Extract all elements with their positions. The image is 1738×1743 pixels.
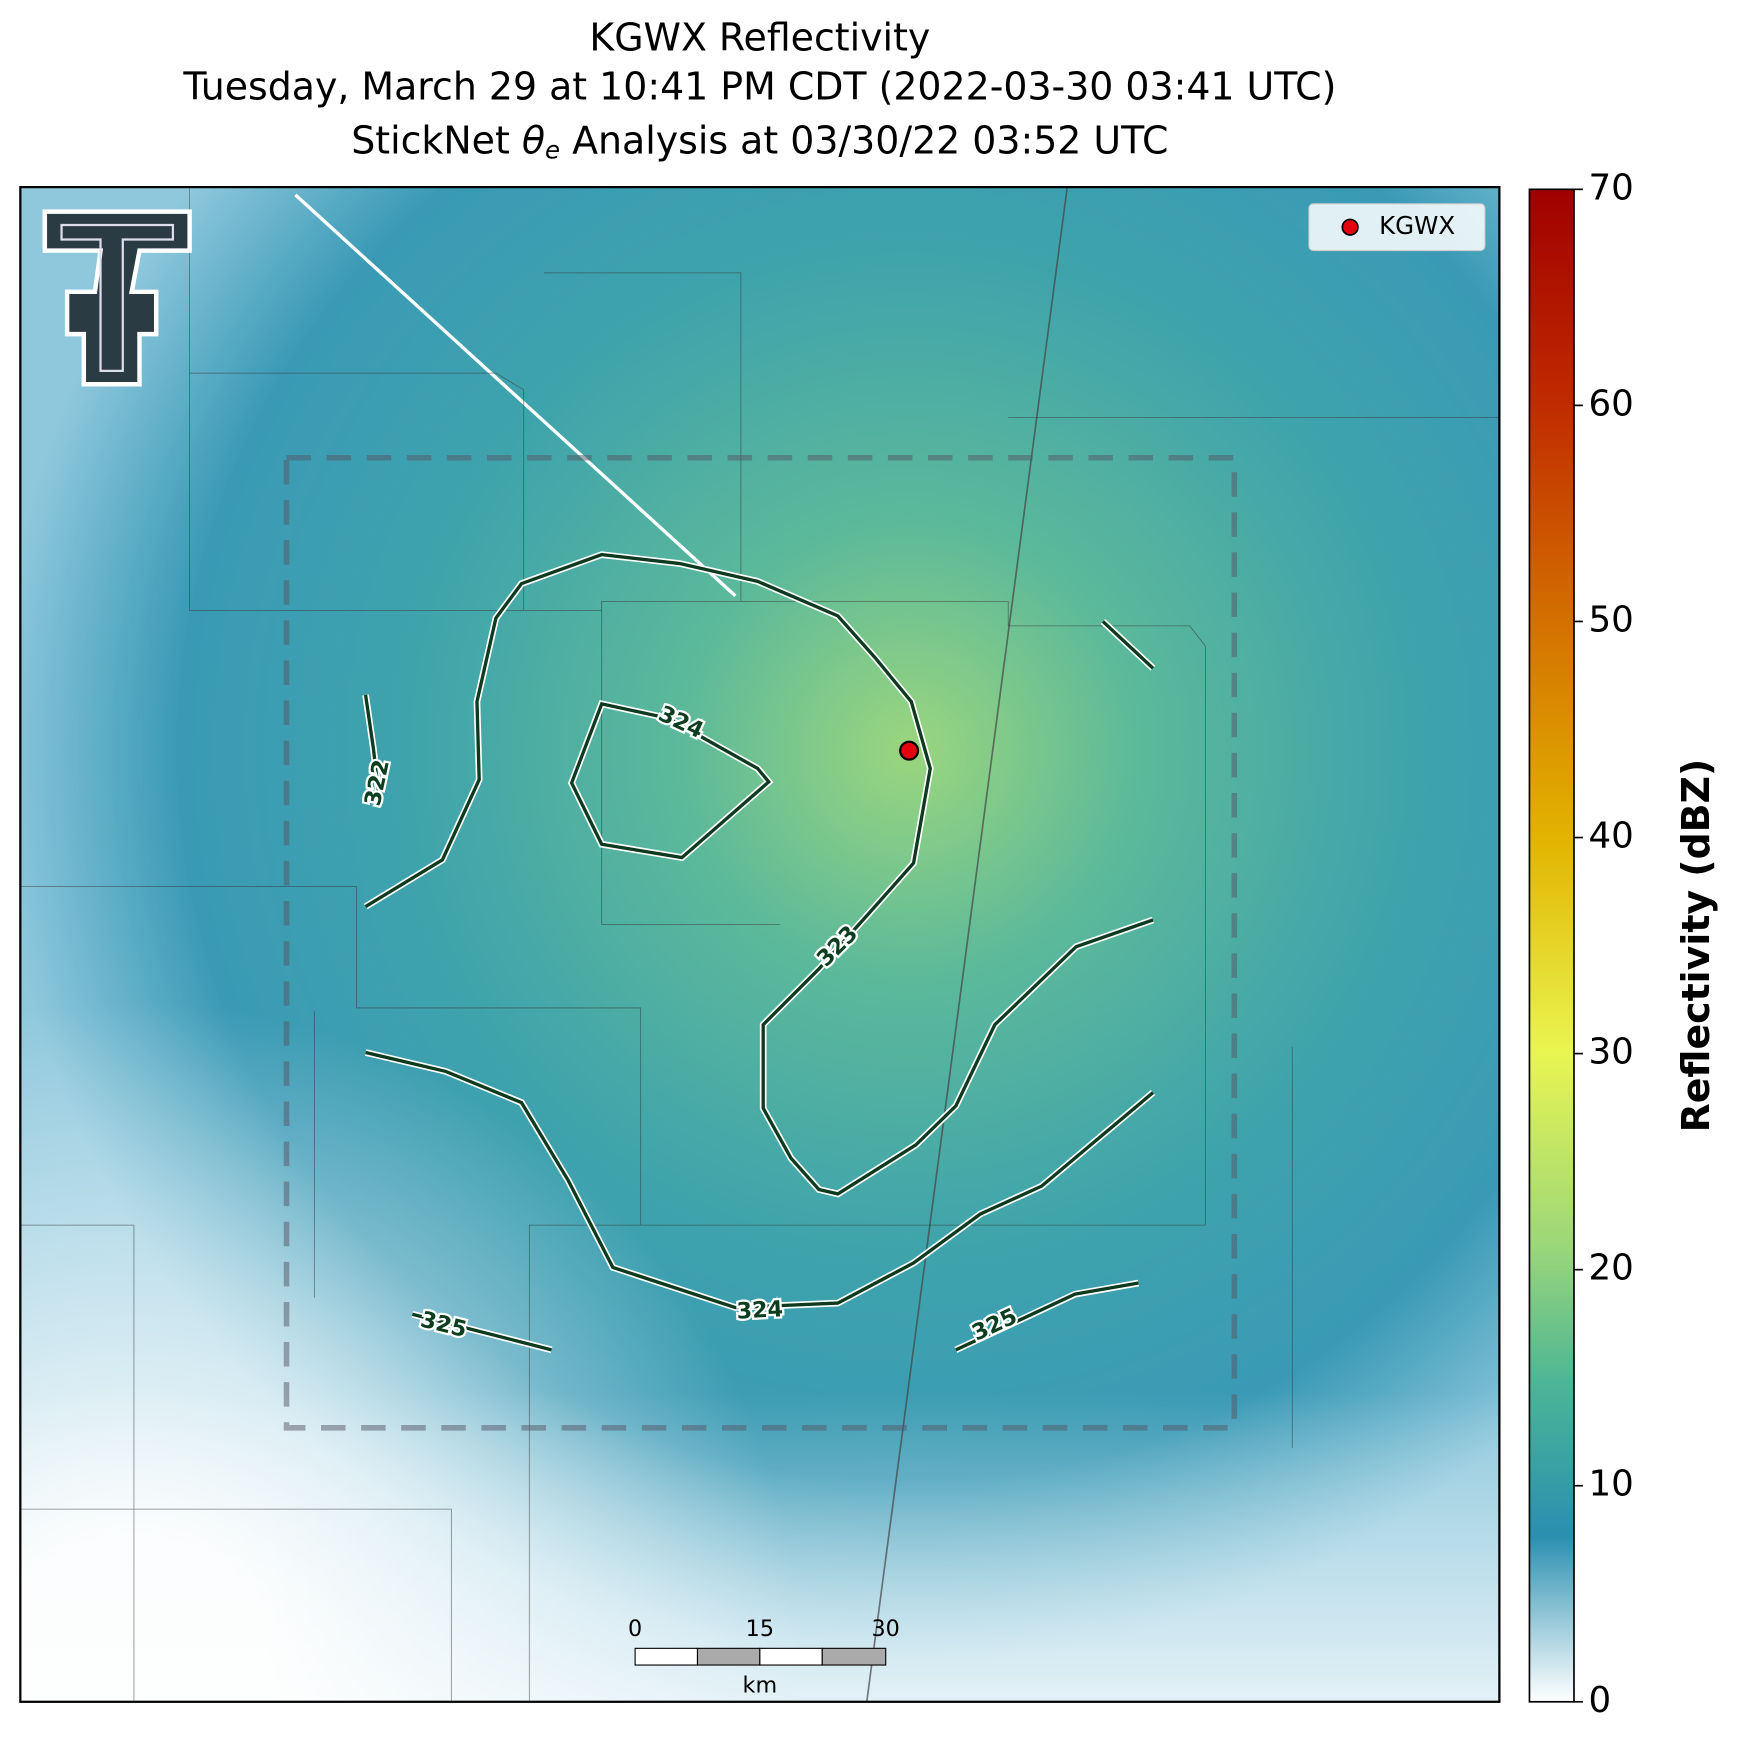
analysis-suffix: Analysis at 03/30/22 03:52 UTC <box>572 118 1168 162</box>
colorbar-tick-label: 50 <box>1588 599 1633 640</box>
colorbar-label: Reflectivity (dBZ) <box>1674 759 1718 1133</box>
analysis-prefix: StickNet <box>351 118 510 162</box>
analysis-title: StickNet θe Analysis at 03/30/22 03:52 U… <box>351 118 1168 171</box>
legend: KGWX <box>1308 203 1486 252</box>
colorbar-tick-label: 40 <box>1588 816 1633 857</box>
map-frame <box>19 185 1501 1703</box>
analysis-domain <box>283 454 1238 1431</box>
colorbar-tick-label: 0 <box>1588 1680 1611 1721</box>
colorbar-tick-label: 20 <box>1588 1248 1633 1289</box>
contour-label: 324 <box>736 1296 784 1324</box>
scale-label: 0 <box>628 1616 642 1642</box>
colorbar-tick-label: 70 <box>1588 167 1633 208</box>
contours <box>362 551 1156 1354</box>
theta: θ <box>522 118 545 162</box>
map: 322 323 324 324 325 325 KGWX 0 15 30 km <box>20 187 1500 1702</box>
subtitle: Tuesday, March 29 at 10:41 PM CDT (2022-… <box>182 65 1336 109</box>
legend-label: KGWX <box>1379 211 1455 240</box>
radar-site <box>899 740 920 761</box>
colorbar-tick-label: 60 <box>1588 383 1633 424</box>
scale-label: 30 <box>872 1616 900 1642</box>
colorbar <box>1528 188 1575 1703</box>
colorbar-ticks: 0 10 20 30 40 50 60 70 <box>1573 167 1634 1721</box>
logo <box>42 209 192 387</box>
scale-bar: 0 15 30 km <box>628 1616 900 1699</box>
scale-unit: km <box>743 1673 778 1699</box>
colorbar-tick-label: 30 <box>1588 1032 1633 1073</box>
colorbar-tick-label: 10 <box>1588 1464 1633 1505</box>
clear-area <box>20 187 1500 1702</box>
beam-blockage <box>294 193 737 598</box>
scale-label: 15 <box>746 1616 774 1642</box>
theta-subscript: e <box>545 135 560 164</box>
state-border <box>865 187 1069 1702</box>
title: KGWX Reflectivity <box>589 16 930 60</box>
county-lines <box>20 187 1500 1702</box>
